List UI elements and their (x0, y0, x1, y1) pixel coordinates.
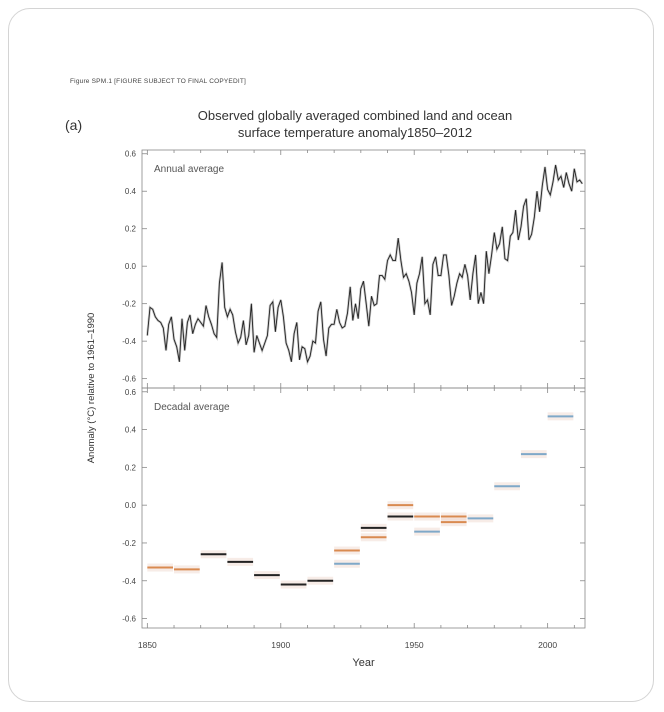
chart-title-line-2: surface temperature anomaly1850–2012 (237, 125, 473, 140)
plot-frame-1 (141, 149, 586, 389)
annual-series-line (146, 164, 583, 364)
x-tick-label: 1850 (138, 640, 157, 650)
annual-band (146, 164, 584, 366)
y-tick-label: 0.0 (125, 262, 137, 271)
y-tick-label: -0.2 (122, 539, 136, 548)
y-tick-label: 0.6 (125, 388, 137, 397)
panel-name: Decadal average (154, 402, 230, 413)
panel-name: Annual average (154, 164, 224, 175)
x-tick-label: 1950 (405, 640, 424, 650)
y-tick-label: 0.2 (125, 463, 137, 472)
y-tick-label: -0.6 (122, 615, 136, 624)
y-tick-label: 0.4 (125, 187, 137, 196)
y-tick-label: 0.6 (125, 150, 137, 159)
x-tick-label: 1900 (271, 640, 290, 650)
x-axis-label: Year (352, 657, 375, 669)
y-axis-label: Anomaly (°C) relative to 1961–1990 (86, 313, 97, 464)
y-tick-label: 0.4 (125, 426, 137, 435)
y-tick-label: -0.4 (122, 337, 136, 346)
plot-frame-2 (141, 387, 586, 629)
y-tick-label: 0.0 (125, 501, 137, 510)
x-tick-label: 2000 (538, 640, 557, 650)
figure-caption: Figure SPM.1 [FIGURE SUBJECT TO FINAL CO… (70, 78, 247, 85)
chart-title-line-1: Observed globally averaged combined land… (197, 108, 513, 123)
y-tick-label: -0.2 (122, 300, 136, 309)
y-tick-label: -0.6 (122, 375, 136, 384)
panel-label: (a) (65, 117, 83, 133)
chart-title: Observed globally averaged combined land… (120, 107, 590, 141)
y-tick-label: -0.4 (122, 577, 136, 586)
y-tick-label: 0.2 (125, 225, 137, 234)
figure-card (8, 8, 654, 702)
